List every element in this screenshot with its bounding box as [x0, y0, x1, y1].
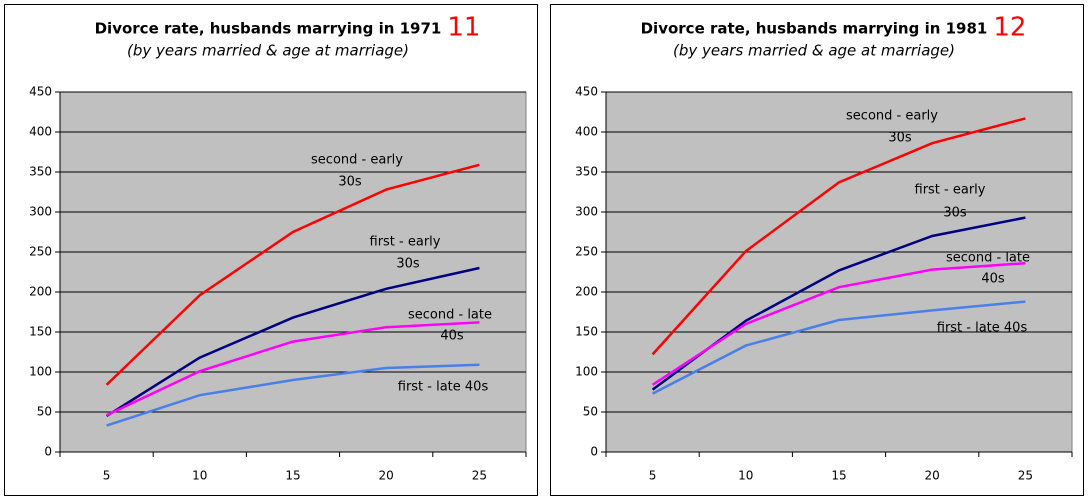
x-tick-label: 15: [831, 469, 846, 483]
chart-title: Divorce rate, husbands marrying in 1971: [95, 20, 442, 38]
plot-area: [605, 91, 1073, 453]
series-line: [106, 363, 480, 427]
series-label: first - early: [370, 235, 441, 250]
x-tick-label: 10: [738, 469, 753, 483]
series-label: 40s: [440, 329, 464, 344]
series-label: second - late: [408, 308, 492, 323]
x-tick-label: 5: [103, 469, 111, 483]
y-tick-label: 450: [29, 85, 52, 99]
series-label: 30s: [943, 206, 967, 221]
x-tick-label: 15: [285, 469, 300, 483]
y-tick-label: 150: [575, 325, 598, 339]
y-tick-label: 150: [29, 325, 52, 339]
series-label: first - early: [915, 183, 986, 198]
series-line: [105, 266, 480, 418]
x-tick-label: 10: [192, 469, 207, 483]
y-tick-label: 50: [583, 405, 598, 419]
x-tick-label: 25: [1018, 469, 1033, 483]
series-label: 30s: [396, 257, 420, 272]
y-tick-label: 300: [575, 205, 598, 219]
series-label: 30s: [338, 175, 362, 190]
y-tick-label: 300: [29, 205, 52, 219]
series-label: 30s: [888, 131, 912, 146]
y-tick-label: 250: [29, 245, 52, 259]
series-line: [651, 117, 1026, 356]
y-tick-label: 0: [44, 445, 52, 459]
series-line: [652, 300, 1026, 395]
chart-number: 12: [993, 13, 1026, 43]
y-tick-label: 400: [575, 125, 598, 139]
series-line: [651, 261, 1026, 386]
y-tick-label: 0: [590, 445, 598, 459]
y-tick-label: 350: [29, 165, 52, 179]
y-tick-label: 450: [575, 85, 598, 99]
plot-area: [59, 91, 527, 453]
y-tick-label: 400: [29, 125, 52, 139]
y-tick-label: 50: [37, 405, 52, 419]
x-tick-label: 20: [379, 469, 394, 483]
series-line: [106, 321, 480, 417]
series-label: second - early: [846, 109, 938, 124]
series-label: first - late 40s: [398, 380, 489, 395]
series-label: second - early: [311, 153, 403, 168]
chart-title: Divorce rate, husbands marrying in 1981: [641, 20, 988, 38]
series-line: [105, 163, 480, 386]
x-tick-label: 25: [472, 469, 487, 483]
y-tick-label: 350: [575, 165, 598, 179]
y-tick-label: 100: [29, 365, 52, 379]
y-tick-label: 200: [575, 285, 598, 299]
series-label: 40s: [981, 272, 1005, 287]
y-tick-label: 200: [29, 285, 52, 299]
chart-subtitle: (by years married & age at marriage): [673, 42, 955, 60]
x-tick-label: 5: [649, 469, 657, 483]
series-label: second - late: [946, 251, 1030, 266]
y-tick-label: 100: [575, 365, 598, 379]
chart-subtitle: (by years married & age at marriage): [127, 42, 409, 60]
series-label: first - late 40s: [937, 321, 1028, 336]
x-tick-label: 20: [925, 469, 940, 483]
y-tick-label: 250: [575, 245, 598, 259]
chart-number: 11: [447, 13, 480, 43]
